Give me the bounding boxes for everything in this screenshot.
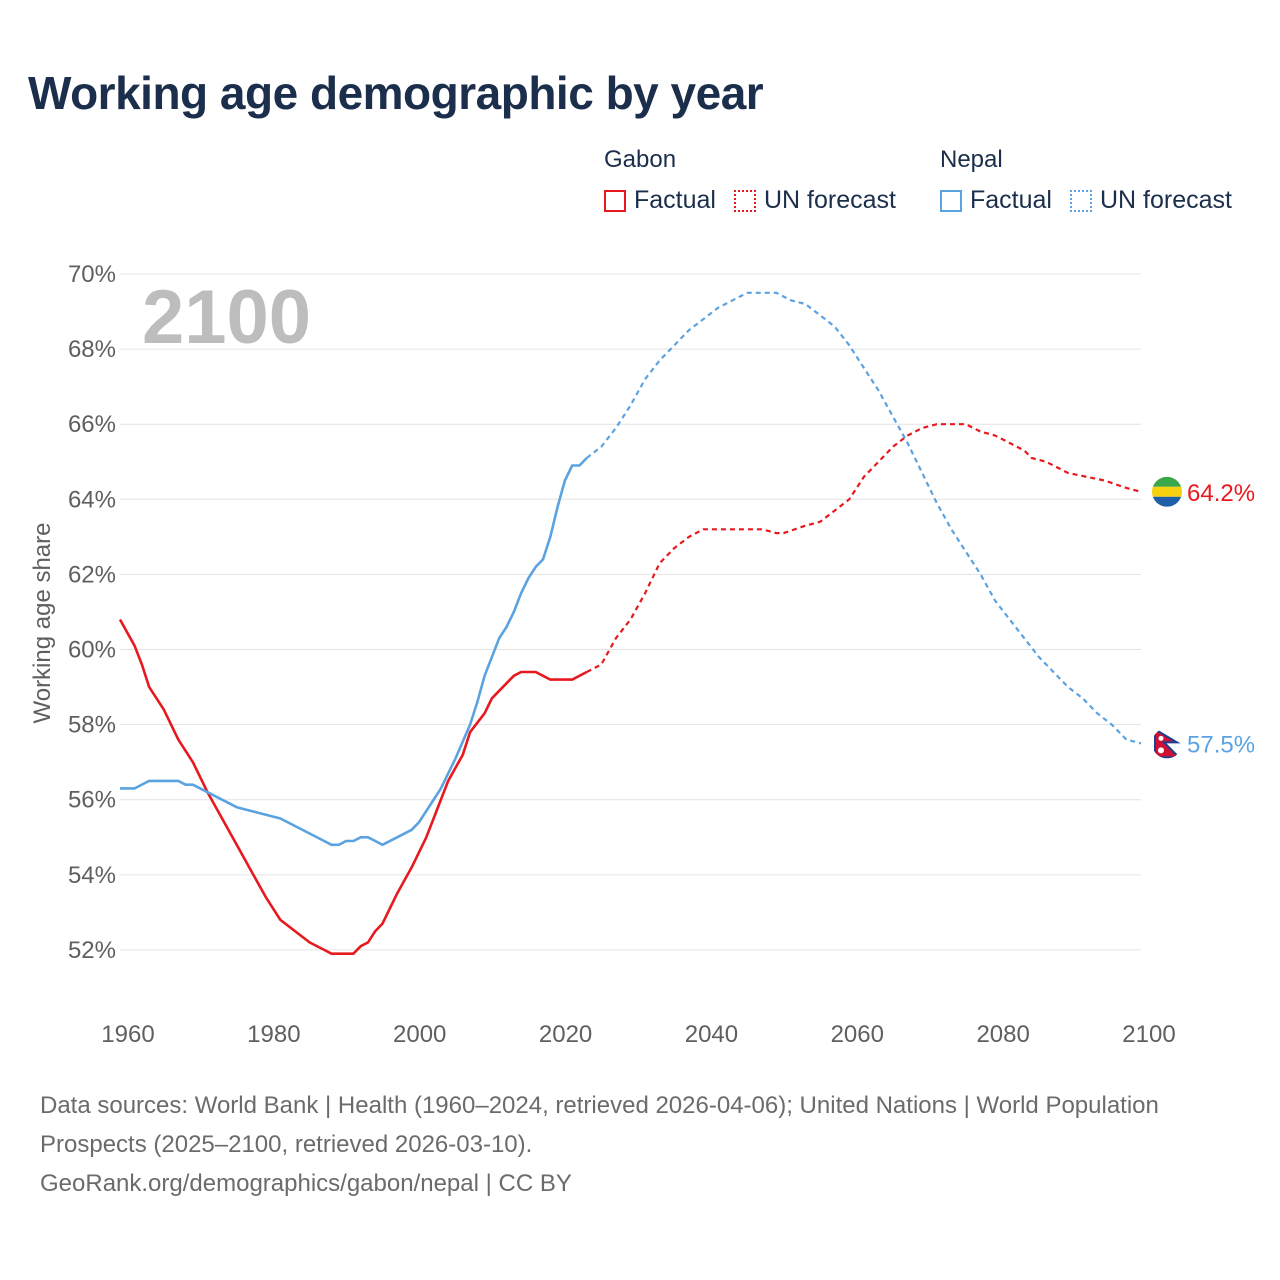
legend-item-nepal-factual[interactable]: Factual — [940, 186, 1052, 215]
end-markers: 64.2% 57.5% — [1152, 476, 1255, 759]
data-sources: Data sources: World Bank | Health (1960–… — [40, 1092, 1159, 1158]
y-axis-ticks: 52% 54% 56% 58% 60% 62% 64% 66% 68% 70% — [68, 261, 116, 964]
y-tick-label: 60% — [68, 637, 116, 664]
legend-label: UN forecast — [763, 186, 896, 214]
y-tick-label: 64% — [68, 486, 116, 513]
series-lines — [118, 291, 1142, 955]
gridlines — [120, 273, 1141, 951]
y-tick-label: 70% — [68, 261, 116, 288]
y-tick-label: 56% — [68, 787, 116, 814]
series-line-gabon-forecast — [586, 423, 1142, 673]
credit-link[interactable]: GeoRank.org/demographics/gabon/nepal | C… — [40, 1170, 572, 1197]
series-line-nepal-forecast — [586, 291, 1142, 745]
line-chart: 52% 54% 56% 58% 60% 62% 64% 66% 68% 70% 1960 1980 2… — [29, 261, 1255, 1048]
x-tick-label: 2000 — [393, 1021, 446, 1048]
x-tick-label: 2100 — [1122, 1021, 1175, 1048]
end-value-label-gabon: 64.2% — [1187, 480, 1255, 507]
legend-group-gabon: Gabon Factual UN forecast — [604, 146, 914, 215]
legend-swatch-dotted — [733, 189, 756, 212]
legend-swatch-dotted — [1069, 189, 1092, 212]
footer: Data sources: World Bank | Health (1960–… — [40, 1086, 1240, 1203]
legend-swatch-solid — [940, 189, 962, 212]
y-tick-label: 62% — [68, 561, 116, 588]
legend-item-gabon-factual[interactable]: Factual — [604, 186, 716, 215]
x-axis-ticks: 1960 1980 2000 2020 2040 2060 2080 2100 — [101, 1021, 1175, 1048]
y-axis-label: Working age share — [29, 523, 56, 724]
y-tick-label: 66% — [68, 411, 116, 438]
legend-group-name: Gabon — [604, 146, 677, 173]
y-tick-label: 58% — [68, 712, 116, 739]
legend-group-name: Nepal — [940, 146, 1003, 173]
x-tick-label: 1980 — [247, 1021, 300, 1048]
x-tick-label: 2040 — [685, 1021, 738, 1048]
x-tick-label: 2080 — [976, 1021, 1029, 1048]
gabon-flag-icon — [1152, 476, 1182, 507]
legend-item-gabon-forecast[interactable]: UN forecast — [733, 186, 896, 215]
legend-label: Factual — [970, 186, 1052, 214]
end-value-label-nepal: 57.5% — [1187, 731, 1255, 758]
legend-label: Factual — [634, 186, 716, 214]
chart-title: Working age demographic by year — [28, 67, 764, 119]
series-line-nepal-factual — [120, 457, 588, 847]
x-tick-label: 2020 — [539, 1021, 592, 1048]
legend-label: UN forecast — [1099, 186, 1232, 214]
nepal-flag-icon — [1152, 728, 1182, 759]
legend-swatch-solid — [604, 189, 626, 212]
y-tick-label: 68% — [68, 336, 116, 363]
legend-item-nepal-forecast[interactable]: UN forecast — [1069, 186, 1232, 215]
y-tick-label: 54% — [68, 862, 116, 889]
year-overlay: 2100 — [142, 275, 311, 360]
x-tick-label: 2060 — [831, 1021, 884, 1048]
legend-group-nepal: Nepal Factual UN forecast — [940, 146, 1250, 215]
series-line-gabon-factual — [118, 618, 588, 955]
y-tick-label: 52% — [68, 937, 116, 964]
x-tick-label: 1960 — [101, 1021, 154, 1048]
